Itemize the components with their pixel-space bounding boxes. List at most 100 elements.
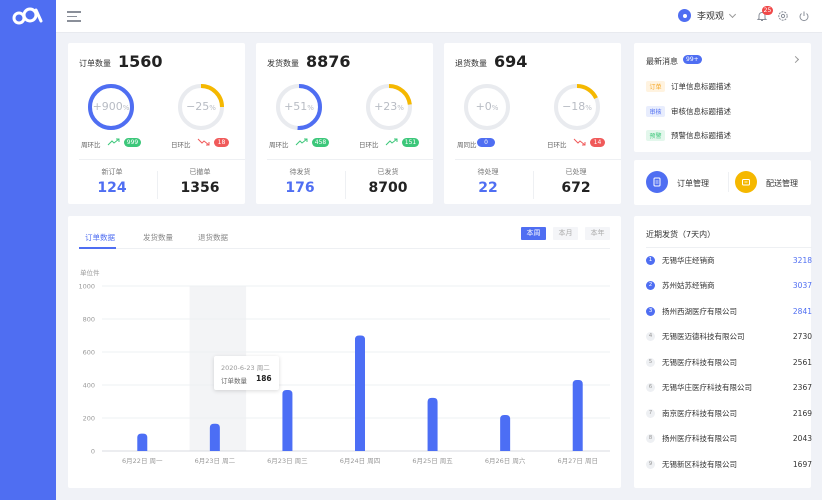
shipment-company: 无锡华庄医疗科技有限公司: [662, 383, 752, 392]
divider: [455, 159, 621, 160]
app-logo-icon[interactable]: [12, 6, 44, 26]
chevron-down-icon: [728, 10, 737, 18]
trend-down-icon: [573, 138, 586, 146]
period-year-button[interactable]: 本年: [585, 227, 610, 240]
weekly-gauge: [464, 84, 510, 130]
gauge-unit: %: [307, 104, 314, 112]
shipment-company: 南京医疗科技有限公司: [662, 408, 737, 418]
period-week-button[interactable]: 本周: [521, 227, 546, 240]
tab-divider: [79, 248, 610, 249]
shipment-row[interactable]: 4 无锡医迈德科技有限公司 2730: [646, 331, 812, 343]
divider: [345, 171, 346, 199]
daily-gauge-text: +23%: [364, 100, 414, 113]
x-tick-label: 6月22日 周一: [122, 457, 163, 465]
stat-title: 发货数量: [267, 59, 299, 68]
gauge-track: [464, 84, 510, 130]
period-month-button[interactable]: 本月: [553, 227, 578, 240]
shipment-row[interactable]: 2 苏州姑苏经销商 3037: [646, 280, 812, 292]
chevron-right-icon[interactable]: [791, 55, 800, 64]
avatar: [678, 9, 691, 22]
message-item-order[interactable]: 订单 订单信息标题描述: [646, 81, 731, 92]
daily-gauge-text: −25%: [176, 100, 226, 113]
message-item-review[interactable]: 审核 审核信息标题描述: [646, 106, 731, 117]
x-tick-label: 6月26日 周六: [485, 456, 526, 465]
gauge-unit: %: [491, 104, 499, 112]
sub-stat-label: 已发货: [377, 168, 399, 176]
shipment-value: 2043: [792, 434, 812, 443]
shipment-company: 扬州西湖医疗有限公司: [662, 306, 737, 316]
y-tick-label: 600: [83, 349, 95, 357]
message-text: 预警信息标题描述: [671, 131, 731, 140]
message-tag: 审核: [646, 106, 665, 117]
y-tick-label: 800: [83, 316, 95, 324]
stat-title: 订单数量: [79, 59, 111, 68]
top-bar: 李观观 25: [56, 0, 822, 33]
gauge-value: +900: [92, 100, 123, 113]
shipment-company: 苏州姑苏经销商: [662, 281, 715, 290]
stat-value: 1560: [118, 52, 163, 71]
bar[interactable]: [209, 423, 220, 451]
shipment-row[interactable]: 3 扬州西湖医疗有限公司 2841: [646, 305, 812, 317]
delivery-management-button[interactable]: 配送管理: [766, 179, 798, 188]
shipment-row[interactable]: 1 无锡华庄经销商 3218: [646, 254, 812, 266]
stat-value: 8876: [306, 52, 351, 71]
power-icon[interactable]: [798, 10, 810, 22]
sub-stat-value: 176: [285, 180, 315, 196]
shipment-company: 扬州医疗科技有限公司: [662, 434, 737, 443]
messages-card: 最新消息 99+ 订单 订单信息标题描述 审核 审核信息标题描述 预警 预警信息…: [634, 43, 811, 152]
daily-compare-label: 日环比: [359, 141, 379, 149]
sub-stat-label: 已撤单: [189, 168, 211, 176]
bar[interactable]: [427, 397, 438, 451]
shipment-row[interactable]: 8 扬州医疗科技有限公司 2043: [646, 433, 812, 445]
gauge-fill: [366, 84, 412, 130]
tab-order-data[interactable]: 订单数据: [85, 233, 115, 242]
weekly-compare-label: 周环比: [269, 141, 289, 149]
shipment-row[interactable]: 9 无锡新区科技有限公司 1697: [646, 458, 812, 470]
tooltip-value: 186: [256, 374, 272, 383]
daily-compare-label: 日环比: [171, 141, 191, 149]
gauge-value: −18: [562, 100, 586, 113]
gauge-value: −25: [186, 100, 210, 113]
gauge-unit: %: [122, 104, 130, 112]
shipments-title: 近期发货（7天内）: [646, 230, 716, 239]
rank-badge: 2: [646, 281, 655, 290]
bar-chart: 0 200 400 600 800 1000 6月22日 周一 6月23日 周二 6月23日 周…: [78, 283, 610, 465]
shipment-row[interactable]: 5 无锡医疗科技有限公司 2561: [646, 356, 812, 368]
bar[interactable]: [282, 389, 293, 451]
bar[interactable]: [137, 433, 148, 451]
daily-gauge: [366, 84, 412, 130]
message-item-warning[interactable]: 预警 预警信息标题描述: [646, 130, 731, 141]
gauge-unit: %: [397, 104, 404, 112]
message-text: 审核信息标题描述: [671, 107, 731, 116]
bar[interactable]: [355, 335, 365, 452]
order-management-icon[interactable]: [646, 171, 668, 193]
divider: [79, 159, 245, 160]
order-management-button[interactable]: 订单管理: [677, 179, 709, 188]
y-tick-label: 0: [91, 448, 95, 456]
shipments-card: 近期发货（7天内） 1 无锡华庄经销商 3218 2 苏州姑苏经销商 3037 3 …: [634, 216, 812, 488]
sub-stat-value: 8700: [368, 180, 408, 196]
notification-badge: 25: [762, 6, 773, 15]
shipment-row[interactable]: 7 南京医疗科技有限公司 2169: [646, 407, 812, 419]
bar[interactable]: [500, 415, 511, 451]
weekly-gauge: [276, 84, 322, 130]
bar[interactable]: [572, 380, 583, 451]
weekly-compare-badge: 0: [477, 138, 495, 147]
sub-stat-label: 待处理: [477, 168, 499, 176]
menu-toggle-icon[interactable]: [67, 11, 81, 22]
shipment-value: 2169: [792, 408, 812, 418]
daily-gauge: [178, 84, 224, 130]
shipment-row[interactable]: 6 无锡华庄医疗科技有限公司 2367: [646, 382, 812, 394]
weekly-gauge-text: +0%: [462, 100, 512, 113]
user-menu[interactable]: 李观观: [678, 9, 737, 22]
gear-icon[interactable]: [777, 10, 789, 22]
sub-stat-value: 124: [97, 180, 127, 196]
delivery-management-icon[interactable]: [735, 171, 757, 193]
chart-tooltip: 2020-6-23 周二 订单数量 186: [214, 356, 279, 390]
tab-shipment-data[interactable]: 发货数量: [143, 233, 173, 242]
shipment-company: 无锡医迈德科技有限公司: [662, 332, 745, 341]
weekly-compare-badge: 458: [312, 138, 329, 147]
daily-gauge-text: −18%: [552, 100, 602, 113]
tab-return-data[interactable]: 退货数据: [198, 233, 228, 242]
stat-value: 694: [494, 52, 528, 71]
